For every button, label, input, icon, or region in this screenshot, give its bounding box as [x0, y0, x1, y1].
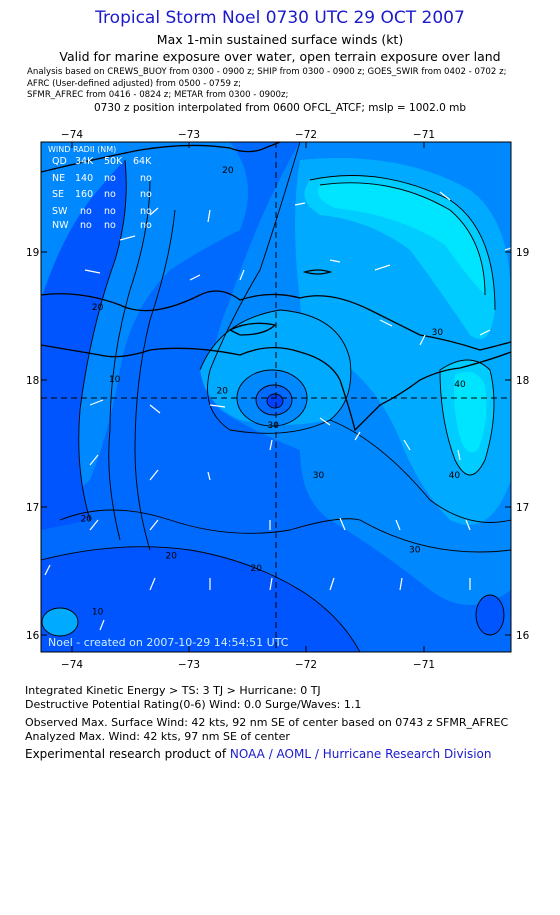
hispaniola-north-coastline — [41, 290, 511, 351]
lon-bottom-tick-73: −73 — [178, 659, 200, 671]
contour-label-7: 40 — [454, 380, 466, 390]
lat-left-tick-19: 19 — [26, 247, 39, 259]
lat-left-tick-17: 17 — [26, 502, 39, 514]
axis-ticks — [41, 142, 511, 652]
gonave-island-coastline — [228, 322, 277, 336]
position-note: 0730 z position interpolated from 0600 O… — [93, 102, 467, 114]
lon-bottom-tick-71: −71 — [413, 659, 435, 671]
wind-radii-r1-c3: no — [140, 189, 152, 200]
wind-radii-hdr-1: 34K — [75, 156, 94, 167]
wind-radii-r3-c1: no — [80, 220, 92, 231]
lat-right-tick-16: 16 — [516, 630, 530, 642]
lon-bottom-tick-74: −74 — [61, 659, 83, 671]
sources-line-3: SFMR_AFREC from 0416 - 0824 z; METAR fro… — [27, 90, 289, 100]
credit-prefix: Experimental research product of — [25, 747, 230, 761]
subtitle-wind-type: Max 1-min sustained surface winds (kt) — [156, 32, 404, 47]
contour-label-4: 20 — [216, 386, 228, 396]
wind-field: 20 10 20 30 20 30 30 40 40 20 20 20 30 10 WIND RADII … — [41, 142, 511, 652]
wind-radii-r2-c2: no — [104, 206, 116, 217]
wind-radii-hdr-3: 64K — [133, 156, 152, 167]
wind-radii-r1-c1: 160 — [75, 189, 93, 200]
wind-radii-hdr-2: 50K — [104, 156, 123, 167]
tortuga-island-coastline — [302, 269, 333, 275]
lon-bottom-tick-72: −72 — [295, 659, 317, 671]
wind-band-15-south — [41, 546, 360, 652]
subtitle-exposure: Valid for marine exposure over water, op… — [59, 49, 501, 64]
contour-label-5: 30 — [267, 421, 279, 431]
contour-lines — [41, 142, 511, 652]
contour-label-3: 30 — [432, 328, 444, 338]
wind-radii-table: WIND RADII (NM) QD 34K 50K 64K NE 140 no… — [48, 145, 152, 231]
wind-radii-r0-c1: 140 — [75, 173, 93, 184]
page-title: Tropical Storm Noel 0730 UTC 29 OCT 2007 — [95, 8, 465, 28]
wind-radii-r1-c2: no — [104, 189, 116, 200]
wind-low-se — [476, 595, 504, 635]
wind-radii-hdr-0: QD — [52, 156, 67, 167]
map-frame — [40, 141, 512, 653]
wind-radii-r3-c2: no — [104, 220, 116, 231]
map-credit-stamp: Noel - created on 2007-10-29 14:54:51 UT… — [48, 636, 289, 649]
wind-radii-r0-c0: NE — [52, 173, 65, 184]
contour-label-13: 10 — [92, 608, 104, 618]
wind-radii-r0-c3: no — [140, 173, 152, 184]
wind-band-15-west — [41, 160, 127, 530]
contour-label-11: 20 — [250, 564, 262, 574]
lat-right-tick-18: 18 — [516, 375, 529, 387]
lat-left-tick-18: 18 — [26, 375, 39, 387]
lon-top-tick-73: −73 — [178, 129, 200, 141]
contour-label-2: 20 — [222, 166, 234, 176]
observed-max-wind: Observed Max. Surface Wind: 42 kts, 92 n… — [25, 716, 509, 729]
wind-radii-r2-c0: SW — [52, 206, 68, 217]
wind-band-40-east — [454, 371, 487, 453]
research-credit: Experimental research product of NOAA / … — [25, 747, 491, 761]
contour-label-0: 20 — [92, 303, 104, 313]
contour-label-6: 30 — [313, 471, 325, 481]
contour-label-8: 40 — [449, 471, 461, 481]
coastlines — [41, 142, 511, 432]
analyzed-max-wind: Analyzed Max. Wind: 42 kts, 97 nm SE of … — [25, 730, 290, 743]
lat-right-tick-19: 19 — [516, 247, 529, 259]
wind-arrows — [44, 191, 511, 631]
wind-radii-r2-c1: no — [80, 206, 92, 217]
wind-radii-r0-c2: no — [104, 173, 116, 184]
contour-label-9: 20 — [81, 514, 93, 524]
hispaniola-south-coastline — [41, 344, 511, 432]
wind-radii-title: WIND RADII (NM) — [48, 145, 116, 154]
lon-top-tick-71: −71 — [413, 129, 435, 141]
lat-left-tick-16: 16 — [26, 630, 40, 642]
contour-label-10: 20 — [165, 552, 177, 562]
lat-right-tick-17: 17 — [516, 502, 529, 514]
contour-labels: 20 10 20 30 20 30 30 40 40 20 20 20 30 10 — [81, 166, 466, 618]
wind-band-40-north — [317, 182, 485, 295]
cuba-coastline — [41, 142, 281, 173]
wind-low-sw — [42, 608, 78, 636]
wind-radii-r3-c3: no — [140, 220, 152, 231]
wind-radii-r2-c3: no — [140, 206, 152, 217]
wind-radii-r3-c0: NW — [52, 220, 69, 231]
dpr-summary: Destructive Potential Rating(0-6) Wind: … — [25, 698, 362, 711]
sources-line-1: Analysis based on CREWS_BUOY from 0300 -… — [27, 67, 507, 77]
sources-line-2: AFRC (User-defined adjusted) from 0500 -… — [27, 79, 242, 89]
lon-top-tick-74: −74 — [61, 129, 83, 141]
noaa-aoml-link[interactable]: NOAA / AOML / Hurricane Research Divisio… — [229, 747, 492, 761]
lon-top-tick-72: −72 — [295, 129, 317, 141]
wind-radii-r1-c0: SE — [52, 189, 64, 200]
wind-map: 20 10 20 30 20 30 30 40 40 20 20 20 30 10 WIND RADII … — [26, 129, 530, 671]
contour-label-12: 30 — [409, 546, 421, 556]
contour-label-1: 10 — [109, 375, 121, 385]
ike-summary: Integrated Kinetic Energy > TS: 3 TJ > H… — [25, 684, 321, 697]
